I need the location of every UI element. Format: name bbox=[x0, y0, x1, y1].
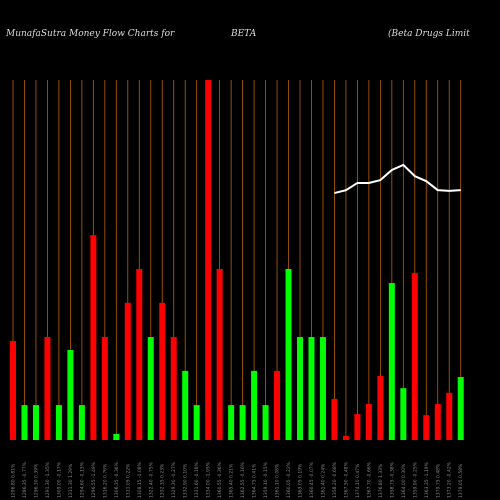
x-tick-label: 1322.40 -0.75% bbox=[148, 461, 154, 498]
x-tick-label: 1362.55 -0.16% bbox=[240, 461, 246, 498]
bar bbox=[388, 283, 395, 440]
x-tick-label: 1364.00 0.30% bbox=[401, 463, 407, 498]
bar bbox=[55, 405, 62, 440]
bar bbox=[44, 337, 51, 440]
x-tick-label: 1367.50 -0.48% bbox=[343, 461, 349, 498]
bar bbox=[113, 433, 120, 440]
x-tick-label: 1311.05 0.22% bbox=[125, 463, 131, 498]
bar bbox=[423, 415, 430, 440]
bar bbox=[90, 235, 97, 440]
x-tick-label: 1364.75 0.41% bbox=[252, 463, 258, 498]
x-tick-label: 1361.10 0.08% bbox=[275, 463, 281, 498]
bar bbox=[101, 337, 108, 440]
bar bbox=[21, 405, 28, 440]
bar bbox=[10, 341, 16, 440]
x-tick-label: 1331.60 -0.18% bbox=[194, 461, 200, 498]
x-tick-label: 1291.30 -1.35% bbox=[45, 461, 51, 498]
bar bbox=[411, 272, 418, 440]
x-tick-label: 1373.20 -0.42% bbox=[447, 461, 453, 498]
x-tick-label: 1379.75 0.48% bbox=[435, 463, 441, 498]
bar bbox=[457, 377, 464, 440]
x-tick-label: 1367.70 -0.66% bbox=[366, 461, 372, 498]
x-tick-label: 1363.35 -1.19% bbox=[424, 461, 430, 498]
chart-title: MunafaSutra Money Flow Charts for bbox=[5, 29, 175, 39]
bar bbox=[228, 405, 235, 440]
x-tick-label: 1358.75 -0.38% bbox=[389, 461, 395, 498]
x-tick-label: 1360.05 -0.22% bbox=[286, 461, 292, 498]
x-tick-label: 1308.15 -1.08% bbox=[137, 461, 143, 498]
bar bbox=[239, 405, 246, 440]
bar bbox=[285, 269, 292, 440]
bar bbox=[365, 404, 372, 440]
bar bbox=[434, 404, 441, 440]
bar bbox=[377, 375, 384, 440]
bar bbox=[354, 414, 361, 440]
x-tick-label: 1376.80 1.33% bbox=[378, 463, 384, 498]
bar bbox=[216, 269, 223, 440]
bar bbox=[251, 370, 258, 440]
price-line bbox=[334, 163, 461, 195]
bar bbox=[205, 80, 212, 440]
x-tick-label: 1361.40 0.24% bbox=[320, 463, 326, 498]
bar bbox=[262, 405, 269, 440]
bar bbox=[331, 398, 338, 440]
x-tick-label: 1359.10 -0.15% bbox=[263, 461, 269, 498]
x-tick-label: 1309.00 -0.17% bbox=[56, 461, 62, 498]
x-tick-label: 1360.45 -0.07% bbox=[309, 461, 315, 498]
bar bbox=[159, 302, 166, 440]
bar bbox=[182, 370, 189, 440]
x-tick-label: 1296.80 0.81% bbox=[11, 463, 17, 498]
bar bbox=[67, 350, 74, 440]
x-tick-label: 1374.10 0.47% bbox=[355, 463, 361, 498]
bar bbox=[32, 405, 39, 440]
bar bbox=[274, 370, 281, 440]
x-tick-label: 1286.35 -0.77% bbox=[22, 461, 28, 498]
x-tick-label: 1296.55 -1.49% bbox=[91, 461, 97, 498]
bar bbox=[319, 337, 326, 440]
x-tick-label: 1332.90 0.10% bbox=[183, 463, 189, 498]
x-tick-label: 1306.35 -0.36% bbox=[114, 461, 120, 498]
bar bbox=[124, 302, 131, 440]
bar bbox=[446, 392, 453, 440]
x-tick-label: 1360.55 -0.36% bbox=[217, 461, 223, 498]
x-tick-label: 1316.20 0.76% bbox=[102, 463, 108, 498]
company: (Beta Drugs Limit bbox=[388, 28, 470, 39]
bar bbox=[78, 405, 85, 440]
ticker: BETA bbox=[230, 29, 257, 39]
bar bbox=[193, 405, 200, 440]
x-tick-label: 1365.40 0.21% bbox=[229, 463, 235, 498]
x-tick-label: 1311.30 1.29% bbox=[68, 463, 74, 498]
bar bbox=[170, 337, 177, 440]
bar bbox=[297, 337, 303, 440]
x-tick-label: 1379.05 0.58% bbox=[458, 463, 464, 498]
bar bbox=[136, 269, 143, 440]
x-tick-label: 1358.20 -0.68% bbox=[332, 461, 338, 498]
bar bbox=[308, 337, 315, 440]
x-tick-label: 1359.90 -0.25% bbox=[412, 461, 418, 498]
x-tick-label: 1334.00 -1.95% bbox=[206, 461, 212, 498]
bar bbox=[147, 337, 154, 440]
x-tick-label: 1363.05 0.19% bbox=[298, 463, 304, 498]
x-tick-label: 1294.60 -0.15% bbox=[79, 461, 85, 498]
x-tick-label: 1332.35 0.23% bbox=[160, 463, 166, 498]
x-tick-label: 1329.30 -0.27% bbox=[171, 461, 177, 498]
bar bbox=[342, 436, 349, 440]
bar bbox=[400, 388, 407, 440]
x-tick-label: 1296.30 0.39% bbox=[33, 463, 39, 498]
